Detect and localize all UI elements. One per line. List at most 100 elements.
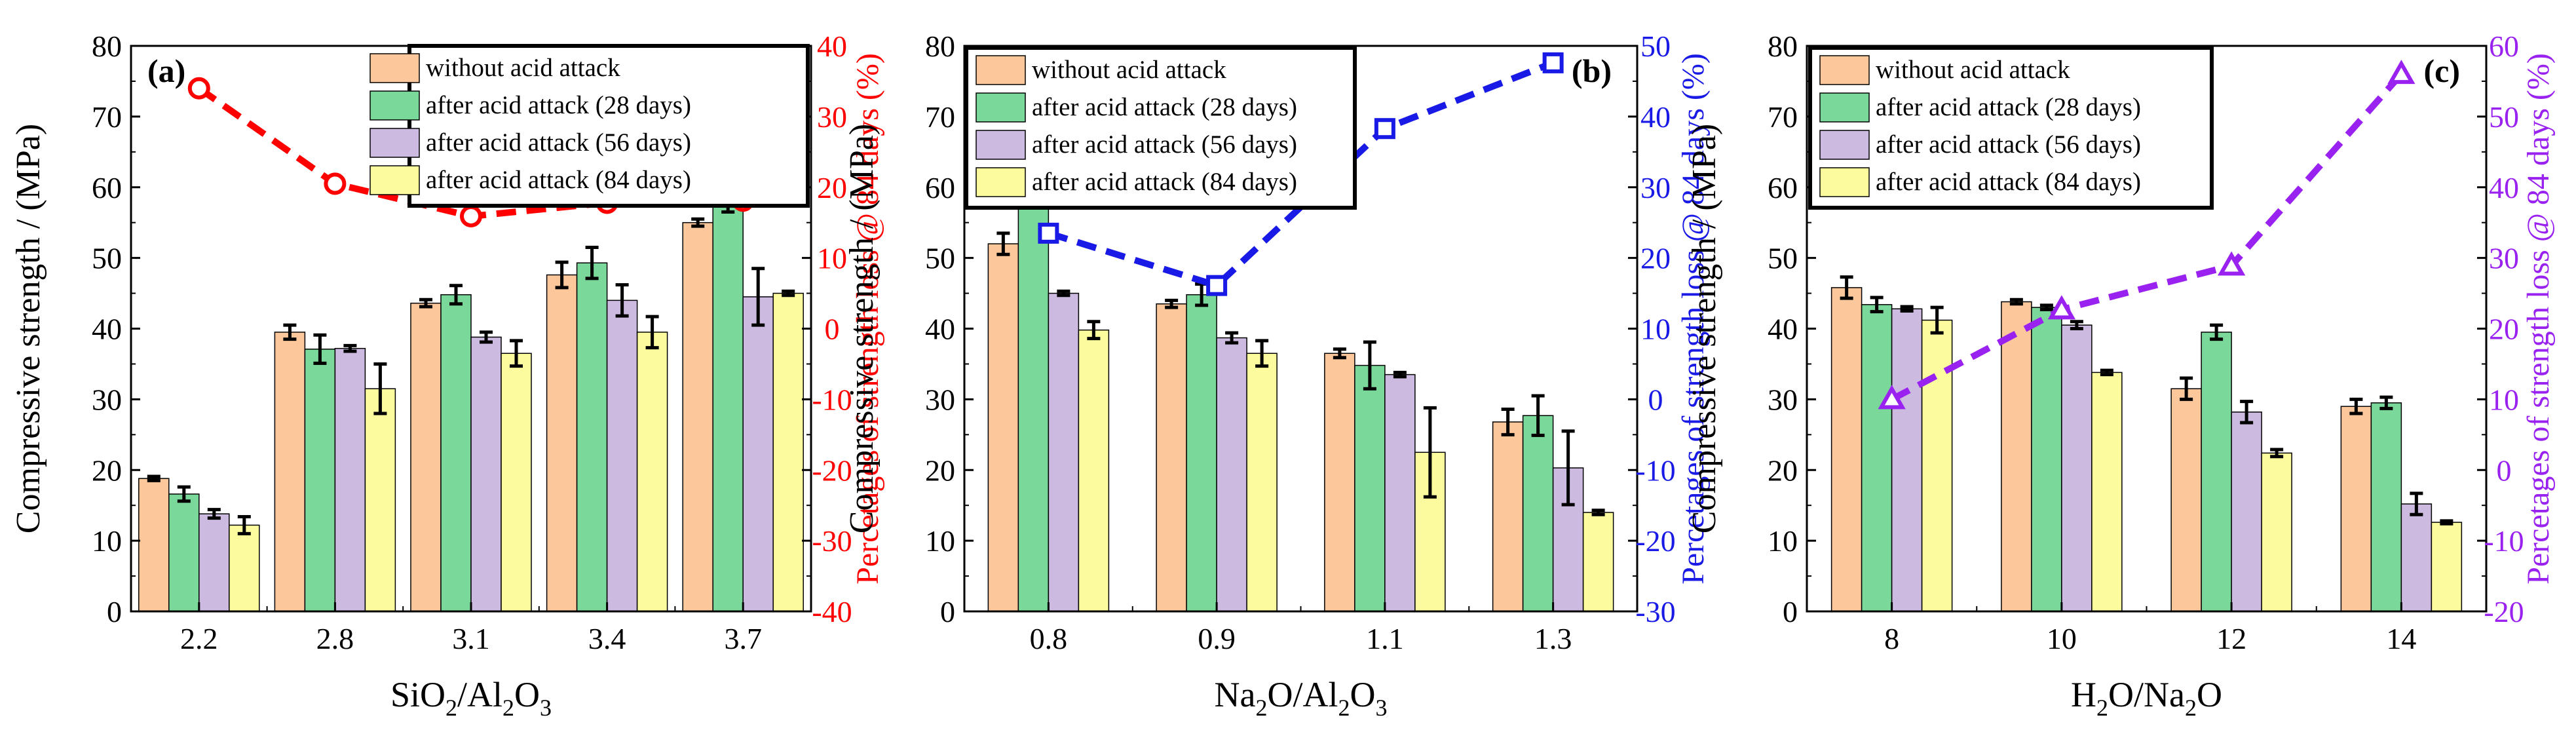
bar — [410, 302, 442, 612]
y-tick-label: 50 — [925, 242, 955, 275]
bar — [2170, 388, 2202, 612]
x-tick-label: 2.2 — [180, 622, 218, 655]
y-tick-label: 60 — [1768, 171, 1798, 204]
strength-loss-line — [1047, 60, 1555, 290]
legend-label: without acid attack — [1876, 56, 2070, 84]
legend-swatch — [369, 128, 420, 158]
y-tick-label: 70 — [92, 100, 122, 134]
y2-tick-label: -30 — [1635, 595, 1675, 628]
strength-loss-line — [1890, 71, 2404, 402]
y2-tick-label: 0 — [1648, 383, 1663, 416]
legend-label: without acid attack — [426, 54, 620, 82]
bar — [364, 388, 396, 612]
y-tick-label: 10 — [92, 524, 122, 558]
y-tick-label: 30 — [1768, 383, 1798, 416]
bar — [304, 349, 336, 612]
legend-label: after acid attack (56 days) — [426, 128, 691, 157]
strength-loss-marker — [2047, 295, 2076, 320]
y-tick-label: 30 — [925, 383, 955, 416]
bar — [1921, 319, 1953, 612]
legend-label: after acid attack (28 days) — [1876, 93, 2141, 121]
bar — [168, 493, 200, 612]
strength-loss-marker — [1374, 118, 1395, 140]
x-axis-label-subscript: 2 — [1255, 695, 1267, 721]
bar — [987, 243, 1019, 612]
x-tick-label: 3.4 — [588, 622, 626, 655]
bar — [1324, 353, 1355, 612]
bar — [1078, 329, 1110, 612]
y2-tick-label: -10 — [2484, 524, 2524, 558]
bar — [2231, 412, 2262, 612]
y2-tick-label: 20 — [1640, 242, 1671, 275]
legend-swatch — [369, 90, 420, 121]
bar — [2370, 402, 2402, 612]
bar — [1492, 421, 1524, 612]
legend-swatch — [1819, 130, 1870, 160]
legend-label: without acid attack — [1032, 56, 1226, 84]
legend-label: after acid attack (56 days) — [1032, 130, 1297, 159]
legend-label: after acid attack (56 days) — [1876, 130, 2141, 159]
bar — [1186, 294, 1217, 612]
bar — [2031, 307, 2062, 612]
bar — [199, 513, 230, 612]
y2-tick-label: 20 — [817, 171, 847, 204]
bar — [334, 347, 366, 612]
x-tick-label: 10 — [2047, 622, 2077, 655]
bar — [2001, 301, 2032, 612]
y2-tick-label: 10 — [817, 242, 847, 275]
bar — [1156, 303, 1187, 612]
x-axis-label: H2O/Na2O — [2071, 675, 2222, 721]
strength-loss-marker — [1038, 222, 1059, 244]
legend-box — [1808, 46, 2214, 210]
x-axis-label-part: H — [2071, 675, 2096, 714]
y2-tick-label: -20 — [2484, 595, 2524, 628]
y2-axis-label: Percetages of strength loss @ 84 days (%… — [850, 53, 885, 585]
y-axis-label: Compressive strength / (MPa) — [10, 124, 47, 533]
y-tick-label: 10 — [1768, 524, 1798, 558]
x-tick-label: 14 — [2386, 622, 2416, 655]
bar — [138, 478, 170, 612]
x-axis-label-part: O — [2197, 675, 2222, 714]
strength-loss-marker — [1206, 275, 1228, 296]
x-tick-label: 2.8 — [316, 622, 354, 655]
y-tick-label: 50 — [92, 242, 122, 275]
x-axis-label-subscript: 2 — [2185, 695, 2197, 721]
y2-tick-label: 60 — [2489, 29, 2519, 63]
bar — [2431, 522, 2463, 612]
y2-tick-label: 30 — [2489, 242, 2519, 275]
x-axis-label-part: O — [514, 675, 540, 714]
y2-tick-label: 10 — [2489, 383, 2519, 416]
bar — [1017, 172, 1050, 612]
y-tick-label: 70 — [1768, 100, 1798, 134]
y2-axis-label: Percetages of strength loss @ 84 days (%… — [1676, 53, 1711, 585]
bar — [2261, 452, 2292, 612]
y-tick-label: 70 — [925, 100, 955, 134]
x-tick-label: 3.7 — [724, 622, 762, 655]
legend-swatch — [1819, 55, 1870, 85]
y2-tick-label: -10 — [812, 383, 852, 416]
panel-a: 0 10 20 30 40 50 60 70 80 -40 -30 -20 -10 0 10 20 30 40 2.… — [10, 29, 885, 721]
y-tick-label: 50 — [1768, 242, 1798, 275]
legend-label: after acid attack (84 days) — [426, 166, 691, 194]
x-tick-label: 3.1 — [452, 622, 490, 655]
x-axis-label: Na2O/Al2O3 — [1215, 675, 1388, 721]
bar — [229, 524, 260, 612]
y-tick-label: 30 — [92, 383, 122, 416]
bar — [1861, 304, 1893, 612]
legend-swatch — [1819, 92, 1870, 123]
bar — [606, 299, 638, 612]
x-tick-label: 12 — [2216, 622, 2246, 655]
x-axis-label-subscript: 2 — [2096, 695, 2108, 721]
y2-tick-label: 40 — [817, 29, 847, 63]
x-axis-label-part: O/Na — [2108, 675, 2185, 714]
x-axis-label-subscript: 2 — [502, 695, 514, 721]
bar — [712, 201, 744, 612]
y2-axis-label: Percetages of strength loss @ 84 days (%… — [2521, 53, 2556, 585]
x-tick-label: 0.8 — [1030, 622, 1068, 655]
x-tick-label: 1.3 — [1534, 622, 1572, 655]
bar — [1830, 287, 1863, 612]
bar — [1384, 374, 1416, 612]
y-tick-label: 0 — [1783, 595, 1798, 628]
y-tick-label: 0 — [107, 595, 122, 628]
panel-label: (a) — [147, 52, 185, 89]
